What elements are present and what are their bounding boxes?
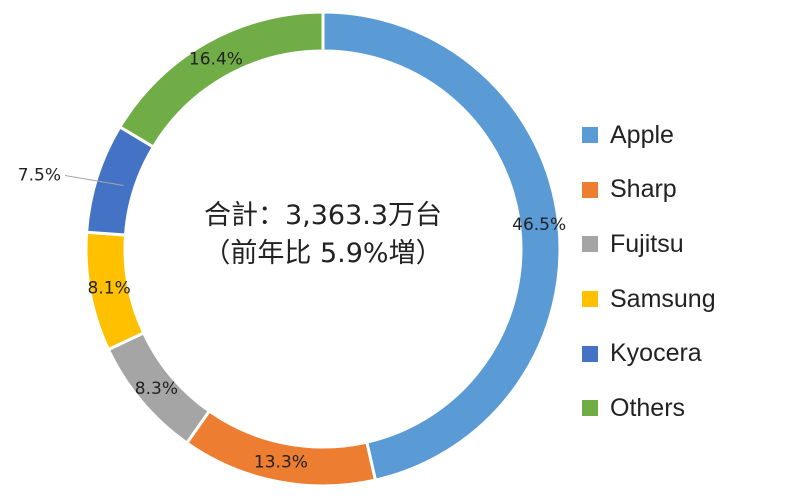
legend-label: Sharp: [610, 175, 677, 204]
legend-item-kyocera: Kyocera: [582, 326, 792, 381]
data-label-others: 16.4%: [189, 50, 243, 70]
legend-item-others: Others: [582, 381, 792, 436]
legend-label: Others: [610, 393, 686, 422]
center-total-text: 合計：3,363.3万台: [204, 200, 442, 231]
legend: Apple Sharp Fujitsu Samsung Kyocera Others: [582, 108, 792, 436]
data-label-fujitsu: 8.3%: [135, 379, 178, 399]
data-label-kyocera: 7.5%: [18, 165, 61, 185]
center-growth-text: （前年比 5.9%増）: [203, 238, 442, 269]
legend-label: Apple: [610, 120, 674, 149]
legend-swatch: [582, 400, 598, 417]
data-label-apple: 46.5%: [512, 215, 566, 235]
legend-item-sharp: Sharp: [582, 163, 792, 218]
donut-slices: [84, 10, 562, 488]
legend-label: Samsung: [610, 284, 716, 313]
legend-item-samsung: Samsung: [582, 272, 792, 327]
legend-item-apple: Apple: [582, 108, 792, 163]
legend-item-fujitsu: Fujitsu: [582, 217, 792, 272]
data-label-sharp: 13.3%: [254, 452, 308, 472]
slice-others: [117, 10, 325, 150]
legend-swatch: [582, 291, 598, 308]
legend-swatch: [582, 127, 598, 144]
slice-sharp: [184, 408, 378, 488]
legend-label: Fujitsu: [610, 229, 684, 258]
slice-labels: 46.5% 13.3% 8.3% 8.1% 7.5% 16.4%: [18, 50, 566, 473]
data-label-samsung: 8.1%: [88, 279, 131, 299]
legend-swatch: [582, 181, 598, 198]
legend-label: Kyocera: [610, 339, 702, 368]
leader-line-kyocera: [64, 174, 124, 186]
legend-swatch: [582, 345, 598, 362]
legend-swatch: [582, 236, 598, 253]
